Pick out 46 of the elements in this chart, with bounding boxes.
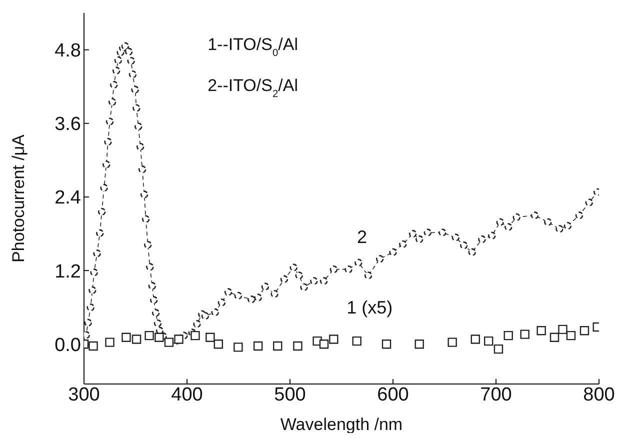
x-tick-label: 600 bbox=[377, 384, 409, 406]
point bbox=[329, 334, 338, 344]
annotation: 2 bbox=[356, 227, 367, 248]
point bbox=[319, 340, 329, 349]
annotation: 1--ITO/S$_{0}$/Al bbox=[208, 35, 298, 60]
x-tick-label: 500 bbox=[274, 384, 306, 406]
annotation: 2--ITO/S$_{2}$/Al bbox=[208, 76, 298, 100]
y-tick-label: 4.8 bbox=[54, 40, 81, 62]
x-tick-label: 700 bbox=[480, 384, 512, 406]
point bbox=[352, 336, 362, 346]
y-tick-label: 1.2 bbox=[54, 261, 81, 282]
point bbox=[293, 341, 302, 351]
point bbox=[566, 330, 576, 340]
point bbox=[214, 340, 224, 349]
x-tick-label: 400 bbox=[171, 384, 203, 406]
point bbox=[558, 324, 568, 334]
point bbox=[234, 342, 243, 352]
point bbox=[504, 330, 513, 340]
point bbox=[206, 332, 215, 342]
point bbox=[273, 341, 282, 351]
y-axis-title: Photocurrent /μA bbox=[9, 134, 28, 262]
point bbox=[154, 332, 164, 342]
point bbox=[448, 338, 457, 347]
point bbox=[174, 334, 184, 344]
point bbox=[470, 334, 480, 344]
point bbox=[144, 330, 154, 340]
point bbox=[382, 340, 392, 349]
point bbox=[550, 332, 560, 342]
point bbox=[494, 344, 504, 354]
point bbox=[88, 341, 98, 351]
y-tick-label: 2.4 bbox=[54, 188, 82, 209]
y-tick-label: 0.0 bbox=[54, 334, 81, 356]
x-tick-label: 300 bbox=[68, 384, 100, 406]
point bbox=[536, 326, 546, 336]
point bbox=[190, 330, 200, 340]
annotation: 1 (x5) bbox=[346, 298, 393, 318]
point bbox=[253, 341, 263, 351]
point bbox=[520, 330, 530, 339]
point bbox=[122, 332, 131, 342]
y-tick-label: 3.6 bbox=[54, 114, 81, 136]
point bbox=[105, 338, 114, 347]
point bbox=[580, 326, 590, 336]
point bbox=[132, 334, 142, 344]
x-tick-label: 800 bbox=[583, 384, 615, 406]
point bbox=[484, 336, 494, 346]
point bbox=[414, 340, 424, 349]
